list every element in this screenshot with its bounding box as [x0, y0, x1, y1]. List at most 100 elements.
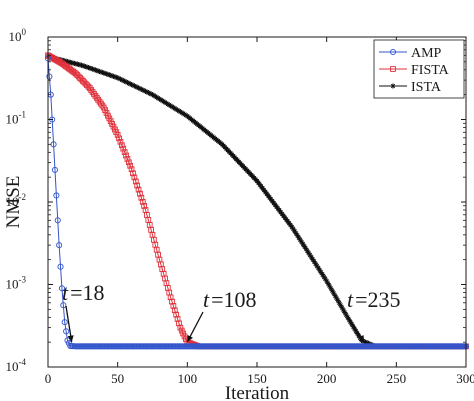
ista-marker — [80, 63, 86, 69]
ista-marker — [329, 288, 335, 294]
x-tick-label: 150 — [247, 371, 267, 386]
annotation-t-108: t=108 — [186, 287, 257, 343]
fista-marker — [116, 135, 122, 142]
legend-item-amp: AMP — [379, 46, 442, 61]
ista-marker — [292, 228, 298, 234]
ista-marker — [318, 269, 324, 276]
amp-marker — [54, 217, 61, 224]
ista-marker — [356, 333, 362, 339]
ista-marker — [344, 314, 351, 320]
ista-marker — [101, 70, 107, 76]
legend-label: FISTA — [411, 63, 450, 78]
amp-marker — [57, 263, 64, 270]
fista-marker — [134, 182, 141, 189]
ista-marker — [126, 80, 132, 86]
ista-marker — [116, 75, 122, 82]
fista-marker — [174, 316, 181, 322]
ista-marker — [83, 63, 89, 70]
x-tick-label: 250 — [387, 371, 407, 386]
ista-marker — [117, 76, 124, 82]
fista-marker — [178, 327, 185, 334]
ista-marker — [314, 263, 320, 269]
ista-marker — [110, 73, 117, 79]
fista-marker — [120, 145, 127, 152]
ista-marker — [315, 265, 321, 271]
ista-marker — [325, 280, 331, 287]
ista-marker — [85, 64, 92, 71]
x-tick-label: 0 — [45, 371, 52, 386]
ista-marker — [349, 321, 355, 327]
annotation-arrowhead — [67, 335, 74, 342]
ista-marker — [333, 295, 340, 301]
ista-marker — [346, 317, 352, 323]
annotation-arrowhead — [358, 335, 365, 342]
ista-marker — [91, 66, 97, 73]
fista-marker — [117, 138, 124, 145]
fista-marker — [125, 159, 132, 166]
ista-marker — [123, 79, 129, 85]
fista-marker — [181, 333, 188, 340]
ista-marker — [87, 65, 93, 71]
ista-marker — [290, 226, 296, 232]
ista-marker — [134, 84, 140, 90]
ista-marker — [358, 337, 365, 344]
y-tick-exponent: -1 — [19, 110, 27, 120]
ista-marker — [81, 63, 87, 69]
legend-item-ista: ISTA — [379, 80, 442, 95]
ista-marker — [105, 71, 111, 78]
ista-marker — [144, 89, 150, 95]
ista-marker — [300, 241, 306, 247]
fista-marker — [118, 142, 125, 149]
y-tick-exponent: -4 — [19, 357, 27, 367]
ista-marker — [138, 86, 144, 92]
annotation-eq: = — [211, 287, 223, 312]
annotation-value: 18 — [83, 280, 105, 305]
ista-marker — [88, 65, 94, 72]
fista-marker — [114, 132, 121, 138]
fista-marker — [390, 66, 396, 72]
chart-marks — [44, 52, 470, 350]
x-tick-label: 200 — [317, 371, 337, 386]
legend-label: ISTA — [411, 80, 442, 95]
ista-marker — [331, 290, 337, 296]
ista-marker — [289, 224, 295, 230]
ista-marker — [319, 271, 326, 278]
ista-marker — [120, 77, 126, 84]
annotations: t=18 t=108 t=235 — [62, 280, 401, 343]
ista-marker — [84, 64, 90, 70]
ista-marker — [108, 72, 114, 78]
ista-marker — [141, 88, 147, 94]
ista-marker — [103, 71, 110, 77]
ista-marker — [310, 256, 316, 262]
ista-marker — [390, 83, 396, 89]
annotation-var: t — [347, 287, 354, 312]
amp-marker — [46, 73, 53, 80]
y-tick-exponent: -3 — [19, 275, 27, 285]
fista-marker — [170, 303, 177, 309]
amp-marker — [60, 302, 67, 309]
ista-marker — [129, 81, 135, 88]
ista-marker — [311, 258, 317, 265]
annotation-var: t — [203, 287, 210, 312]
ista-marker — [321, 274, 327, 280]
ista-marker — [335, 297, 341, 304]
y-tick-label: 100 — [9, 27, 27, 44]
ista-marker — [304, 248, 310, 254]
ista-marker — [113, 74, 119, 80]
ista-marker — [96, 68, 103, 75]
ista-marker — [350, 323, 356, 330]
ista-marker — [307, 252, 313, 258]
ista-marker — [109, 73, 115, 79]
annotation-eq: = — [355, 287, 367, 312]
ista-marker — [140, 87, 146, 93]
amp-marker — [53, 192, 60, 199]
amp-marker — [56, 242, 63, 249]
ista-marker — [127, 81, 133, 87]
ista-marker — [122, 78, 128, 84]
ista-marker — [135, 85, 142, 91]
ista-marker — [296, 235, 302, 241]
x-tick-label: 100 — [178, 371, 198, 386]
ista-line — [47, 56, 466, 347]
annotation-value: 108 — [224, 287, 257, 312]
annotation-value: 235 — [368, 287, 401, 312]
